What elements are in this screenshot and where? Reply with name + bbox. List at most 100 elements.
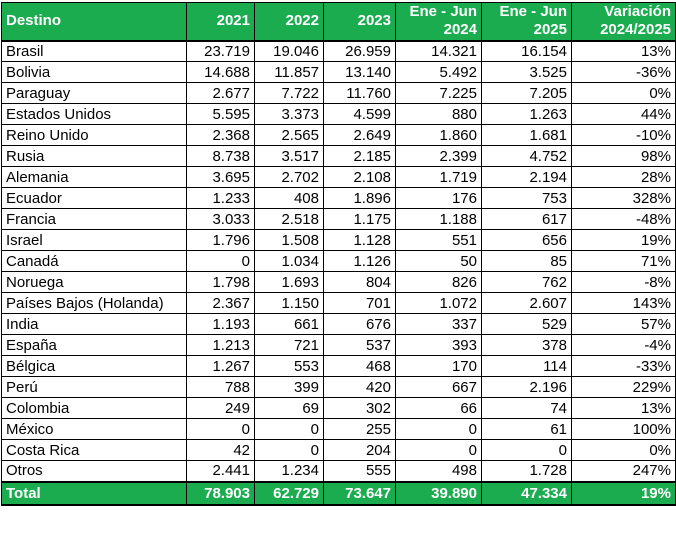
cell-variacion: 98% <box>571 145 676 167</box>
cell-destino: India <box>1 313 187 335</box>
cell-value: 170 <box>395 355 482 377</box>
cell-value: 2.399 <box>395 145 482 167</box>
cell-value: 255 <box>323 418 396 440</box>
cell-value: 73.647 <box>323 480 396 506</box>
cell-destino: Total <box>1 480 187 506</box>
cell-value: 1.034 <box>254 250 324 272</box>
cell-destino: México <box>1 418 187 440</box>
table-row: Francia 3.033 2.518 1.175 1.188 617 -48% <box>1 208 676 230</box>
cell-value: 23.719 <box>186 40 255 62</box>
cell-value: 1.188 <box>395 208 482 230</box>
cell-destino: Brasil <box>1 40 187 62</box>
cell-value: 11.857 <box>254 61 324 83</box>
cell-value: 16.154 <box>481 40 572 62</box>
cell-value: 2.108 <box>323 166 396 188</box>
cell-value: 553 <box>254 355 324 377</box>
table-row: Noruega 1.798 1.693 804 826 762 -8% <box>1 271 676 293</box>
col-header-ene-jun-2024: Ene - Jun 2024 <box>395 2 482 42</box>
cell-value: 3.373 <box>254 103 324 125</box>
cell-value: 204 <box>323 439 396 461</box>
col-header-label: Variación <box>604 3 671 21</box>
col-header-2023: 2023 <box>323 2 396 42</box>
col-header-label: Destino <box>6 12 62 30</box>
cell-value: 2.649 <box>323 124 396 146</box>
cell-destino: Israel <box>1 229 187 251</box>
cell-value: 661 <box>254 313 324 335</box>
cell-variacion: -8% <box>571 271 676 293</box>
cell-variacion: 247% <box>571 460 676 482</box>
table-row: Países Bajos (Holanda) 2.367 1.150 701 1.072… <box>1 292 676 314</box>
cell-value: 1.263 <box>481 103 572 125</box>
cell-destino: Alemania <box>1 166 187 188</box>
cell-value: 1.193 <box>186 313 255 335</box>
table-row: Paraguay 2.677 7.722 11.760 7.225 7.205 0% <box>1 82 676 104</box>
cell-destino: Rusia <box>1 145 187 167</box>
cell-value: 753 <box>481 187 572 209</box>
cell-value: 19.046 <box>254 40 324 62</box>
cell-variacion: -48% <box>571 208 676 230</box>
cell-variacion: 100% <box>571 418 676 440</box>
cell-value: 0 <box>481 439 572 461</box>
cell-variacion: 19% <box>571 229 676 251</box>
cell-destino: Ecuador <box>1 187 187 209</box>
cell-variacion: 229% <box>571 376 676 398</box>
cell-value: 4.752 <box>481 145 572 167</box>
cell-value: 50 <box>395 250 482 272</box>
cell-value: 42 <box>186 439 255 461</box>
cell-variacion: 28% <box>571 166 676 188</box>
cell-value: 880 <box>395 103 482 125</box>
cell-value: 1.213 <box>186 334 255 356</box>
cell-value: 8.738 <box>186 145 255 167</box>
cell-destino: Reino Unido <box>1 124 187 146</box>
cell-value: 66 <box>395 397 482 419</box>
cell-value: 1.072 <box>395 292 482 314</box>
cell-value: 393 <box>395 334 482 356</box>
cell-destino: Bolivia <box>1 61 187 83</box>
cell-value: 1.798 <box>186 271 255 293</box>
cell-variacion: 71% <box>571 250 676 272</box>
cell-value: 2.196 <box>481 376 572 398</box>
cell-variacion: 19% <box>571 480 676 506</box>
header-row: Destino 2021 2022 2023 Ene - Jun 2024 Ene… <box>1 2 676 42</box>
cell-variacion: 143% <box>571 292 676 314</box>
table-body: Brasil 23.719 19.046 26.959 14.321 16.154 13% B… <box>1 40 676 482</box>
cell-destino: España <box>1 334 187 356</box>
cell-value: 551 <box>395 229 482 251</box>
cell-value: 3.525 <box>481 61 572 83</box>
cell-value: 1.719 <box>395 166 482 188</box>
cell-value: 555 <box>323 460 396 482</box>
cell-value: 1.796 <box>186 229 255 251</box>
cell-destino: Estados Unidos <box>1 103 187 125</box>
cell-value: 656 <box>481 229 572 251</box>
cell-value: 0 <box>254 418 324 440</box>
cell-value: 1.860 <box>395 124 482 146</box>
cell-value: 69 <box>254 397 324 419</box>
cell-value: 85 <box>481 250 572 272</box>
cell-value: 4.599 <box>323 103 396 125</box>
cell-value: 408 <box>254 187 324 209</box>
cell-destino: Francia <box>1 208 187 230</box>
cell-destino: Bélgica <box>1 355 187 377</box>
cell-value: 0 <box>186 418 255 440</box>
cell-value: 529 <box>481 313 572 335</box>
cell-value: 249 <box>186 397 255 419</box>
cell-value: 7.225 <box>395 82 482 104</box>
cell-value: 498 <box>395 460 482 482</box>
cell-value: 537 <box>323 334 396 356</box>
table-row: Costa Rica 42 0 204 0 0 0% <box>1 439 676 461</box>
cell-value: 762 <box>481 271 572 293</box>
table-footer: Total 78.903 62.729 73.647 39.890 47.334 19% <box>1 480 676 506</box>
cell-variacion: 44% <box>571 103 676 125</box>
table-row: España 1.213 721 537 393 378 -4% <box>1 334 676 356</box>
cell-value: 2.194 <box>481 166 572 188</box>
cell-value: 78.903 <box>186 480 255 506</box>
cell-value: 0 <box>186 250 255 272</box>
cell-variacion: 328% <box>571 187 676 209</box>
cell-value: 1.681 <box>481 124 572 146</box>
cell-value: 7.205 <box>481 82 572 104</box>
cell-value: 2.441 <box>186 460 255 482</box>
cell-value: 14.688 <box>186 61 255 83</box>
col-header-label: 2023 <box>357 12 391 30</box>
cell-value: 0 <box>395 418 482 440</box>
table-row: Bélgica 1.267 553 468 170 114 -33% <box>1 355 676 377</box>
